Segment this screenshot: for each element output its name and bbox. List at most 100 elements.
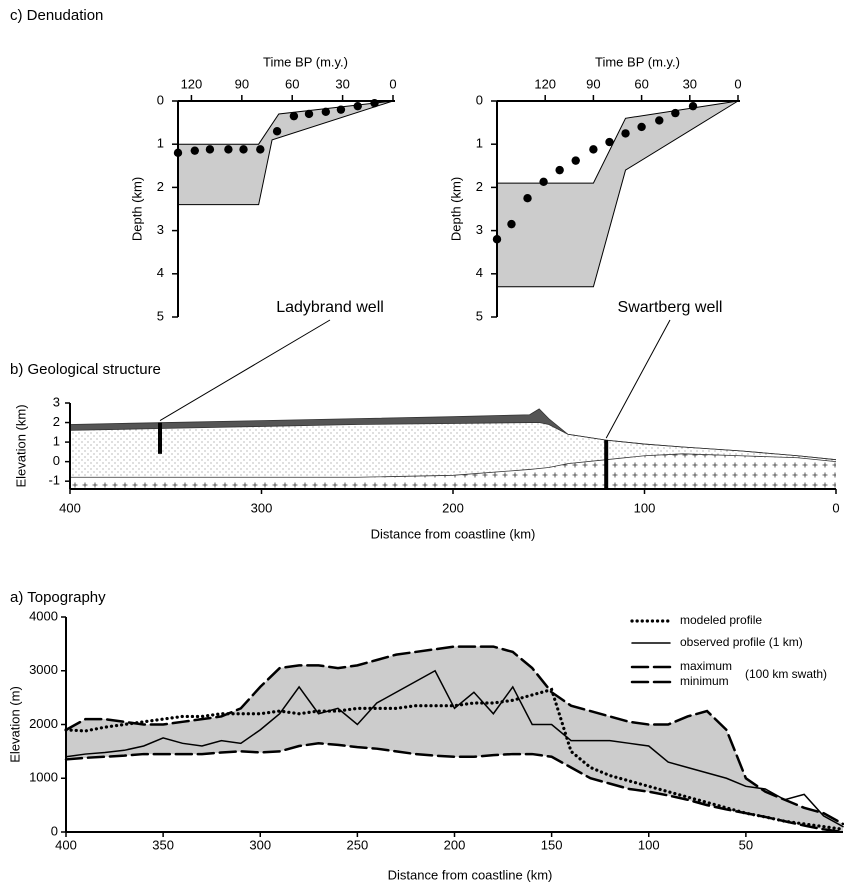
legend-label: modeled profile (680, 613, 762, 627)
data-point (272, 127, 282, 136)
y-tick-label: 1 (476, 136, 483, 151)
series-line (64, 645, 844, 826)
x-tick-label: 60 (285, 76, 299, 91)
data-point (571, 156, 580, 165)
y-axis-label: Elevation (m) (7, 686, 22, 763)
x-axis-label: Time BP (m.y.) (263, 54, 348, 69)
panel-title: b) Geological structure (10, 361, 161, 378)
y-axis-label: Depth (km) (129, 177, 144, 241)
y-tick-label: 0 (51, 823, 58, 838)
x-tick-label: 30 (335, 76, 349, 91)
y-tick-label: 2 (157, 179, 164, 194)
legend-label: minimum (680, 674, 729, 688)
x-tick-label: 150 (541, 837, 563, 852)
x-tick-label: 300 (251, 500, 273, 515)
data-point (589, 145, 598, 154)
well-label: Ladybrand well (276, 299, 384, 316)
x-tick-label: 100 (634, 500, 656, 515)
x-tick-label: 400 (55, 837, 77, 852)
panel-title: a) Topography (10, 589, 106, 606)
legend-label: observed profile (1 km) (680, 635, 803, 649)
well (604, 440, 609, 489)
series-line (64, 742, 844, 834)
y-tick-label: 3 (53, 394, 60, 409)
basement (70, 453, 836, 489)
y-tick-label: 4000 (29, 608, 58, 623)
x-tick-label: 350 (152, 837, 174, 852)
data-point (353, 101, 362, 111)
data-point (239, 145, 248, 154)
y-tick-label: 3 (476, 222, 483, 237)
data-point (224, 145, 233, 154)
y-tick-label: -1 (48, 473, 60, 488)
x-tick-label: 300 (249, 837, 271, 852)
data-point (304, 109, 314, 119)
x-tick-label: 90 (586, 76, 600, 91)
x-tick-label: 120 (534, 76, 556, 91)
data-point (621, 129, 630, 138)
leader-line (159, 319, 331, 421)
boundary-line (70, 453, 837, 478)
cover-layer (70, 408, 836, 460)
data-point (321, 107, 331, 117)
data-point (655, 116, 664, 125)
y-tick-label: 2 (476, 179, 483, 194)
data-point (336, 105, 346, 114)
y-tick-label: 1 (53, 434, 60, 449)
y-tick-label: 4 (476, 265, 483, 280)
data-point (289, 111, 299, 121)
data-point (523, 194, 532, 203)
y-tick-label: 5 (476, 308, 483, 323)
x-tick-label: 0 (832, 500, 839, 515)
y-tick-label: 3 (157, 222, 164, 237)
data-point (605, 137, 614, 147)
legend-note: (100 km swath) (745, 667, 827, 681)
x-tick-label: 250 (347, 837, 369, 852)
y-tick-label: 0 (53, 453, 60, 468)
x-tick-label: 200 (442, 500, 464, 515)
y-tick-label: 0 (157, 92, 164, 107)
well-label: Swartberg well (618, 299, 723, 316)
series-line (65, 669, 844, 828)
well (158, 422, 163, 454)
y-tick-label: 2000 (29, 716, 58, 731)
y-axis-label: Elevation (km) (13, 404, 28, 487)
y-tick-label: 1000 (29, 770, 58, 785)
data-point (205, 145, 215, 154)
x-axis-label: Distance from coastline (km) (371, 526, 536, 541)
data-point (671, 108, 680, 118)
x-tick-label: 30 (683, 76, 697, 91)
x-tick-label: 60 (634, 76, 648, 91)
data-point (555, 165, 564, 175)
envelope (177, 100, 394, 206)
series-line (64, 687, 844, 831)
x-tick-label: 90 (235, 76, 249, 91)
y-tick-label: 2 (53, 414, 60, 429)
y-axis-label: Depth (km) (448, 177, 463, 241)
y-tick-label: 0 (476, 92, 483, 107)
data-point (507, 219, 516, 229)
envelope (496, 100, 739, 288)
legend-label: maximum (680, 659, 732, 673)
x-tick-label: 0 (389, 76, 396, 91)
y-tick-label: 5 (157, 308, 164, 323)
x-tick-label: 0 (734, 76, 741, 91)
x-tick-label: 50 (739, 837, 753, 852)
boundary-line (69, 422, 837, 461)
swath-band (66, 646, 843, 832)
sediments (70, 422, 836, 478)
data-point (688, 101, 698, 111)
data-point (637, 122, 646, 132)
data-point (539, 177, 548, 186)
y-tick-label: 4 (157, 265, 164, 280)
x-tick-label: 400 (59, 500, 81, 515)
x-axis-label: Time BP (m.y.) (595, 54, 680, 69)
panel-title: c) Denudation (10, 7, 103, 24)
leader-line (605, 319, 671, 439)
x-tick-label: 100 (638, 837, 660, 852)
data-point (256, 145, 265, 154)
y-tick-label: 3000 (29, 662, 58, 677)
x-axis-label: Distance from coastline (km) (388, 867, 553, 882)
x-tick-label: 200 (444, 837, 466, 852)
